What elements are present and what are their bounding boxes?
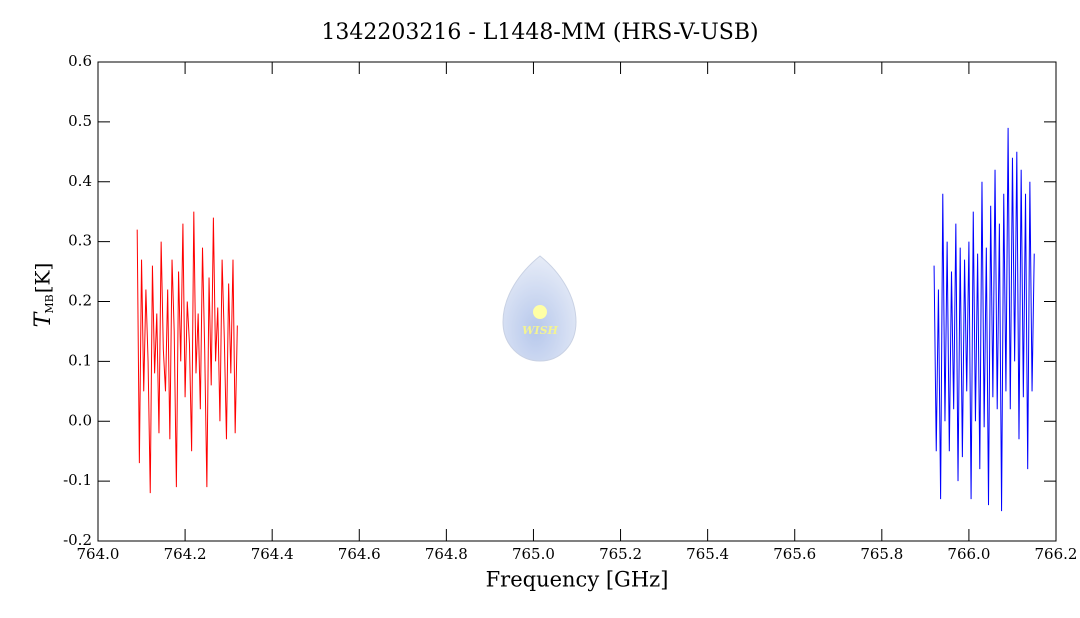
y-tick-label: 0.5: [68, 112, 92, 130]
y-tick-label: -0.1: [63, 471, 92, 489]
x-tick-label: 765.6: [773, 545, 816, 563]
x-tick-label: 765.8: [860, 545, 903, 563]
y-tick-label: 0.6: [68, 52, 92, 70]
x-tick-label: 764.4: [251, 545, 294, 563]
x-tick-label: 765.4: [686, 545, 729, 563]
logo: WISH: [502, 255, 577, 362]
logo-text: WISH: [522, 324, 558, 337]
y-label-subscript: MB: [43, 294, 56, 313]
x-tick-label: 766.2: [1035, 545, 1078, 563]
x-axis-label: Frequency [GHz]: [486, 568, 669, 592]
x-tick-label: 764.8: [425, 545, 468, 563]
y-tick-label: 0.4: [68, 172, 92, 190]
x-tick-label: 764.6: [338, 545, 381, 563]
y-label-unit: [K]: [31, 263, 55, 294]
x-tick-label: 765.2: [599, 545, 642, 563]
y-tick-label: 0.0: [68, 411, 92, 429]
spectrum-line: [933, 127, 1035, 512]
x-tick-label: 764.0: [77, 545, 120, 563]
x-tick-label: 765.0: [512, 545, 555, 563]
logo-star: [533, 305, 547, 319]
spectrum-line: [136, 211, 238, 494]
y-tick-label: 0.1: [68, 351, 92, 369]
plot-frame: [97, 61, 1057, 542]
y-label-symbol: T: [31, 310, 56, 327]
y-tick-label: 0.2: [68, 292, 92, 310]
chart-title: 1342203216 - L1448-MM (HRS-V-USB): [321, 20, 758, 45]
y-tick-label: -0.2: [63, 531, 92, 549]
x-tick-label: 764.2: [164, 545, 207, 563]
y-tick-label: 0.3: [68, 232, 92, 250]
y-axis-label: T MB [K]: [31, 263, 57, 328]
x-tick-label: 766.0: [947, 545, 990, 563]
